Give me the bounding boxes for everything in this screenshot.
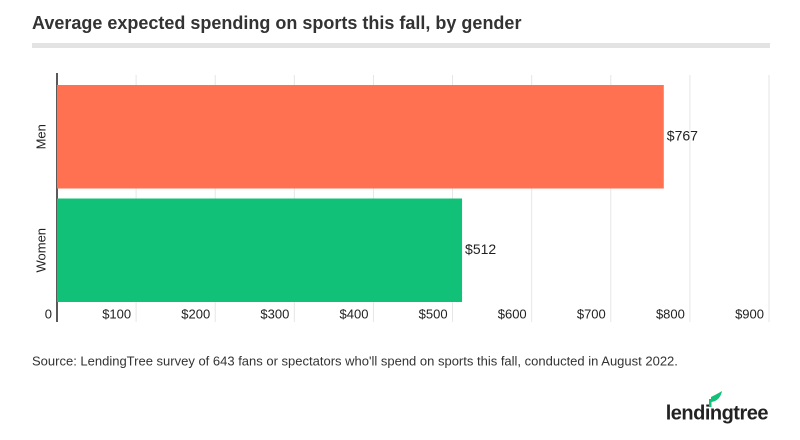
x-tick-label: $800 <box>656 306 685 321</box>
x-tick-label: $400 <box>340 306 369 321</box>
x-tick-label: $300 <box>260 306 289 321</box>
value-label: $512 <box>465 241 496 257</box>
source-note: Source: LendingTree survey of 643 fans o… <box>32 353 678 368</box>
value-label: $767 <box>667 127 698 143</box>
x-tick-label: $900 <box>735 306 764 321</box>
x-tick-label: $100 <box>102 306 131 321</box>
logo: lendingtree <box>666 391 769 424</box>
y-tick-label: Women <box>33 228 48 273</box>
bar <box>57 85 664 189</box>
chart-title: Average expected spending on sports this… <box>32 13 521 33</box>
x-tick-label: $700 <box>577 306 606 321</box>
bar <box>57 198 463 302</box>
x-tick-label: $500 <box>419 306 448 321</box>
x-tick-label: $200 <box>181 306 210 321</box>
logo-text: lendingtree <box>666 402 769 424</box>
x-tick-label: 0 <box>45 306 52 321</box>
logo-stem <box>709 399 712 407</box>
y-tick-label: Men <box>33 124 48 149</box>
title-rule <box>32 43 770 48</box>
logo-leaf <box>711 391 722 402</box>
x-tick-label: $600 <box>498 306 527 321</box>
